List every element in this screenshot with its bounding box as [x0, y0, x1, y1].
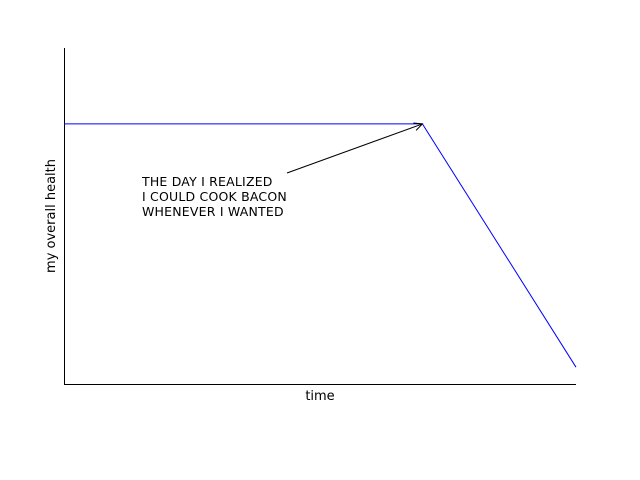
series-layer [64, 123, 577, 368]
annotation: THE DAY I REALIZED I COULD COOK BACON WH… [141, 122, 424, 219]
annotation-arrowhead [413, 122, 424, 131]
annotation-line-1: THE DAY I REALIZED [141, 174, 273, 189]
annotation-arrow [286, 123, 423, 174]
x-axis-label: time [305, 389, 334, 404]
annotation-line-2: I COULD COOK BACON [142, 189, 287, 204]
y-axis-label: my overall health [44, 159, 59, 273]
series-line-1 [64, 123, 577, 368]
annotation-line-3: WHENEVER I WANTED [142, 204, 284, 219]
